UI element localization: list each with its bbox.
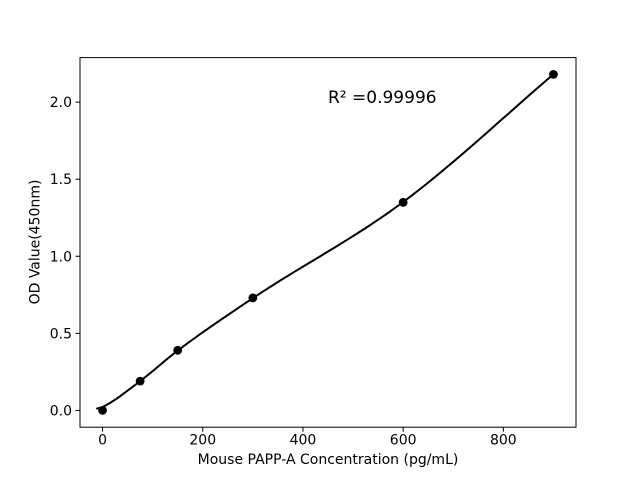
fit-line [96, 73, 555, 410]
y-tick-label: 0.5 [50, 326, 72, 342]
x-tick-label: 600 [390, 433, 417, 449]
data-point [98, 406, 107, 415]
x-tick-label: 200 [189, 433, 216, 449]
data-point [549, 70, 558, 79]
data-point [248, 293, 258, 303]
x-axis-label: Mouse PAPP-A Concentration (pg/mL) [197, 452, 459, 468]
y-tick-label: 2.0 [50, 95, 72, 111]
y-tick-label: 1.0 [50, 249, 72, 265]
data-point [135, 376, 145, 386]
y-tick-label: 1.5 [50, 172, 72, 188]
x-tick-label: 0 [98, 433, 107, 449]
x-tick-label: 400 [290, 433, 317, 449]
y-axis-label: OD Value(450nm) [27, 179, 44, 305]
r-squared-annotation: R² =0.99996 [328, 88, 437, 108]
x-tick-label: 800 [490, 433, 517, 449]
plot-frame [79, 57, 577, 428]
data-point [398, 197, 408, 207]
y-tick-label: 0.0 [50, 403, 72, 419]
data-point [173, 345, 183, 355]
